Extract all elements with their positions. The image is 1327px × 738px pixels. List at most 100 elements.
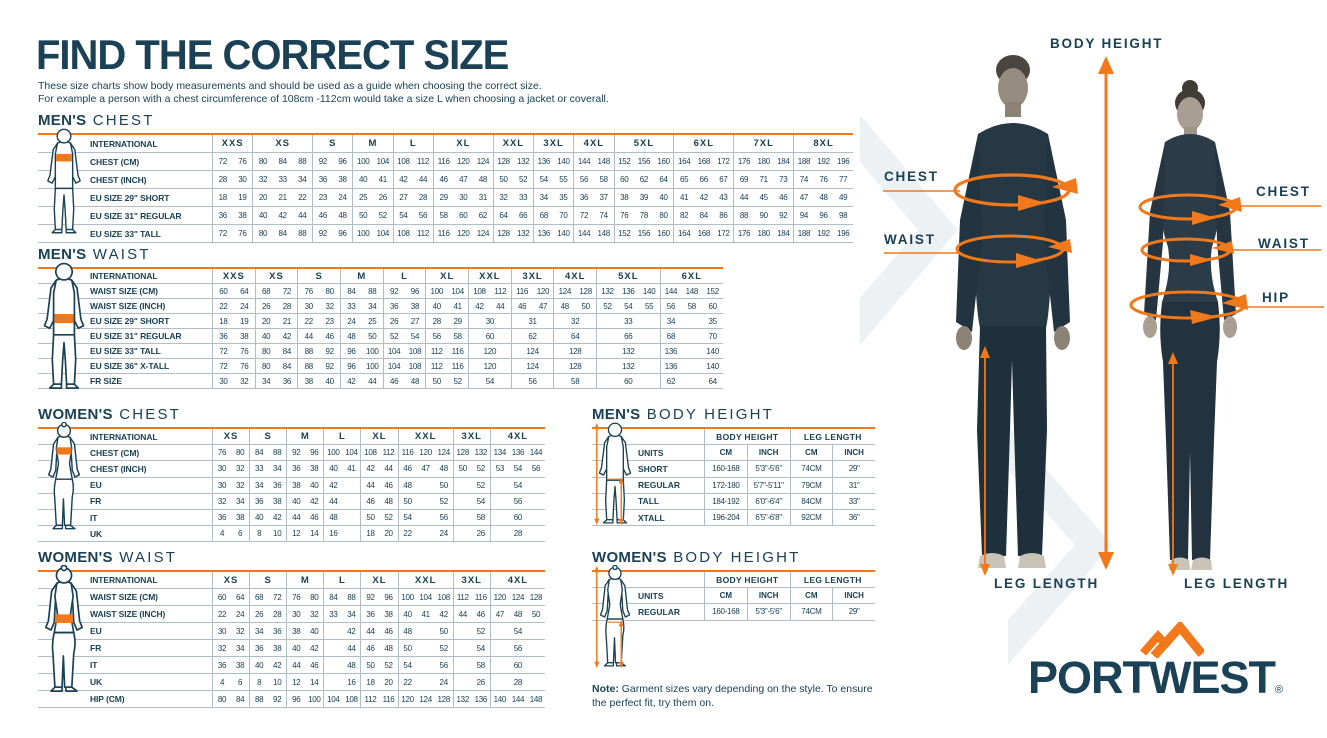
table-cell: 46 [318,211,328,220]
table-cell: 128 [529,592,543,602]
row-label: EU [90,626,102,636]
size-column-header: L [409,138,417,149]
table-cell: 112 [430,361,443,371]
table-cell: 42 [347,376,356,386]
column-header: INTERNATIONAL [90,575,158,585]
table-row: CHEST (CM) 76 80 84 88 92 96 100 104 108 112 116 120… [38,445,545,462]
measure-leader-lines [883,190,1324,308]
table-cell: 132 [601,286,614,296]
table-cell: 38 [273,496,282,506]
table-cell: 50 [581,301,590,311]
table-cell: 16 [347,677,356,687]
table-cell: 76 [240,346,249,356]
table-cell: 44 [304,331,314,341]
table-cell: 124 [511,592,525,602]
table-cell: 116 [382,694,395,704]
row-label: HIP (CM) [90,694,125,704]
table-cell: 90 [759,211,769,220]
table-cell: 34 [273,464,282,474]
table-cell: 188 [797,157,811,166]
row-label: WAIST SIZE (INCH) [90,301,166,311]
size-column-header: S [264,574,272,586]
table-cell: 44 [739,193,749,202]
table-cell: 36 [579,193,589,202]
table-cell: 48 [329,513,338,523]
table-cell: 104 [387,346,401,356]
table-cell: 56 [418,211,428,220]
table-cell: 148 [597,157,610,166]
table-cell: 68 [254,592,264,602]
table-cell: 76 [240,361,249,371]
row-label: FR [90,496,102,507]
table-cell: 50 [432,376,442,386]
table-cell: 30 [238,175,247,184]
table-cell: 164 [677,157,691,166]
table-cell: 96 [347,346,356,356]
table-cell: 48 [347,660,356,670]
table-cell: 128 [497,157,510,166]
table-cell: 44 [458,609,468,619]
table-cell: 56 [666,301,676,311]
table-cell: 79CM [789,477,833,493]
row-label: FR [90,643,102,653]
table-cell: 46 [779,193,788,202]
table-cell: 24 [439,529,449,539]
table-cell: 144 [577,229,591,238]
table-cell: 54 [410,331,420,341]
table-cell: 25 [359,193,368,202]
table-cell: 100 [366,346,379,356]
table-cell: 56 [528,376,537,386]
womens-height-heading: WOMEN'S BODY HEIGHT [592,549,801,566]
table-cell: 42 [273,513,282,523]
table-cell: 31" [832,477,875,493]
table-cell: 72 [219,361,228,371]
womens-body-height-section: WOMEN'S BODY HEIGHT BODY HEIGHT LEG LENGTH… [592,549,875,668]
row-label: EU SIZE 36" X-TALL [90,361,170,371]
table-cell: 48 [560,301,570,311]
table-cell: 148 [597,229,610,238]
table-cell: 176 [737,229,751,238]
table-cell: 46 [310,513,319,523]
table-cell: 32 [240,376,249,386]
table-cell: 94 [799,211,809,220]
size-column-header: XL [456,138,471,149]
mens-waist-table: INTERNATIONAL XXS XS S M L XL XXL 3XL 4XL 5XL 6XL WA… [38,267,723,389]
table-cell: 24 [235,609,245,619]
table-cell: 48 [410,376,420,386]
table-cell: 82 [680,211,689,220]
table-cell: 69 [739,175,749,184]
table-cell: 42 [699,193,709,202]
table-cell: 64 [708,376,717,386]
table-cell: 50 [458,464,468,474]
table-cell: 49 [839,193,848,202]
subtitle-line-2: For example a person with a chest circum… [38,93,609,105]
table-cell: 108 [345,694,358,704]
table-cell: 132 [622,361,635,371]
table-cell: 55 [559,175,568,184]
table-cell: 116 [401,448,414,458]
size-column-header: M [300,574,310,586]
table-cell: 26 [476,529,486,539]
size-column-header: S [329,138,337,149]
unit-header: INCH [746,445,790,461]
table-cell: 134 [493,448,507,458]
table-cell: 128 [568,361,582,371]
table-cell [324,640,342,656]
table-cell: 88 [273,448,282,458]
table-cell: 20 [258,193,268,202]
table-cell: 26 [378,193,388,202]
table-cell: 188 [797,229,811,238]
table-row: HIP (CM) 80 84 88 92 96 100 104 108 112 116 120 124 1… [38,691,545,708]
table-cell: 128 [437,694,450,704]
table-cell: 50 [366,660,375,670]
mens-chest-heading: MEN'S CHEST [38,112,155,129]
table-row: CHEST (CM) 72 76 80 84 88 92 96 100 104 108 112 116 1… [38,153,853,171]
table-cell: 136 [622,286,635,296]
table-cell: 55 [644,301,654,311]
table-cell: 36 [273,480,282,490]
mens-height-heading: MEN'S BODY HEIGHT [592,406,775,423]
table-cell: 30 [217,464,227,474]
table-cell: 120 [483,346,497,356]
note-label: Note: [592,683,619,695]
table-cell: 60 [513,513,523,523]
